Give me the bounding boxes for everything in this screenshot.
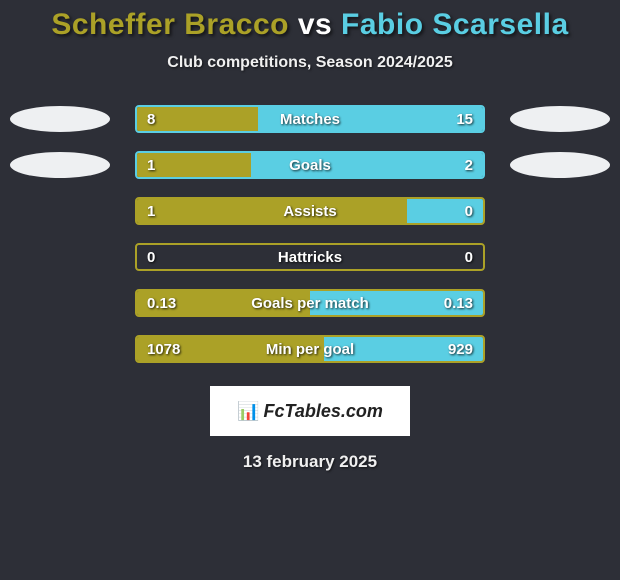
stat-value-left: 0 bbox=[137, 245, 165, 269]
stat-row: 815Matches bbox=[0, 100, 620, 146]
player2-name: Fabio Scarsella bbox=[341, 8, 569, 41]
stat-value-right: 15 bbox=[446, 107, 483, 131]
player1-ellipse bbox=[10, 106, 110, 132]
stats-chart: 815Matches12Goals10Assists00Hattricks0.1… bbox=[0, 100, 620, 376]
comparison-title: Scheffer Bracco vs Fabio Scarsella bbox=[0, 0, 620, 42]
stat-value-left: 1078 bbox=[137, 337, 190, 361]
player2-ellipse bbox=[510, 152, 610, 178]
vs-word: vs bbox=[298, 8, 332, 41]
stat-label: Hattricks bbox=[137, 245, 483, 269]
subtitle: Club competitions, Season 2024/2025 bbox=[0, 54, 620, 72]
brand-box: 📊 FcTables.com bbox=[210, 386, 410, 436]
player1-ellipse bbox=[10, 152, 110, 178]
stat-bar: 815Matches bbox=[135, 105, 485, 133]
stat-row: 0 0Hattricks bbox=[0, 238, 620, 284]
stat-row: 1078929Min per goal bbox=[0, 330, 620, 376]
bar-fill-left bbox=[137, 199, 407, 223]
stat-value-right: 0 bbox=[455, 199, 483, 223]
player1-name: Scheffer Bracco bbox=[51, 8, 289, 41]
brand-text: FcTables.com bbox=[264, 401, 383, 422]
bar-fill-right bbox=[251, 153, 483, 177]
stat-bar: 10Assists bbox=[135, 197, 485, 225]
date-label: 13 february 2025 bbox=[0, 452, 620, 472]
stat-row: 10Assists bbox=[0, 192, 620, 238]
stat-value-left: 8 bbox=[137, 107, 165, 131]
stat-bar: 0 0Hattricks bbox=[135, 243, 485, 271]
stat-value-left: 0.13 bbox=[137, 291, 186, 315]
stat-value-right: 2 bbox=[455, 153, 483, 177]
stat-value-right: 929 bbox=[438, 337, 483, 361]
stat-value-right: 0.13 bbox=[434, 291, 483, 315]
stat-bar: 12Goals bbox=[135, 151, 485, 179]
stat-bar: 1078929Min per goal bbox=[135, 335, 485, 363]
stat-row: 12Goals bbox=[0, 146, 620, 192]
stat-value-left: 1 bbox=[137, 199, 165, 223]
stat-row: 0.130.13Goals per match bbox=[0, 284, 620, 330]
stat-bar: 0.130.13Goals per match bbox=[135, 289, 485, 317]
player2-ellipse bbox=[510, 106, 610, 132]
stat-value-right: 0 bbox=[455, 245, 483, 269]
stat-value-left: 1 bbox=[137, 153, 165, 177]
chart-icon: 📊 bbox=[237, 401, 259, 422]
